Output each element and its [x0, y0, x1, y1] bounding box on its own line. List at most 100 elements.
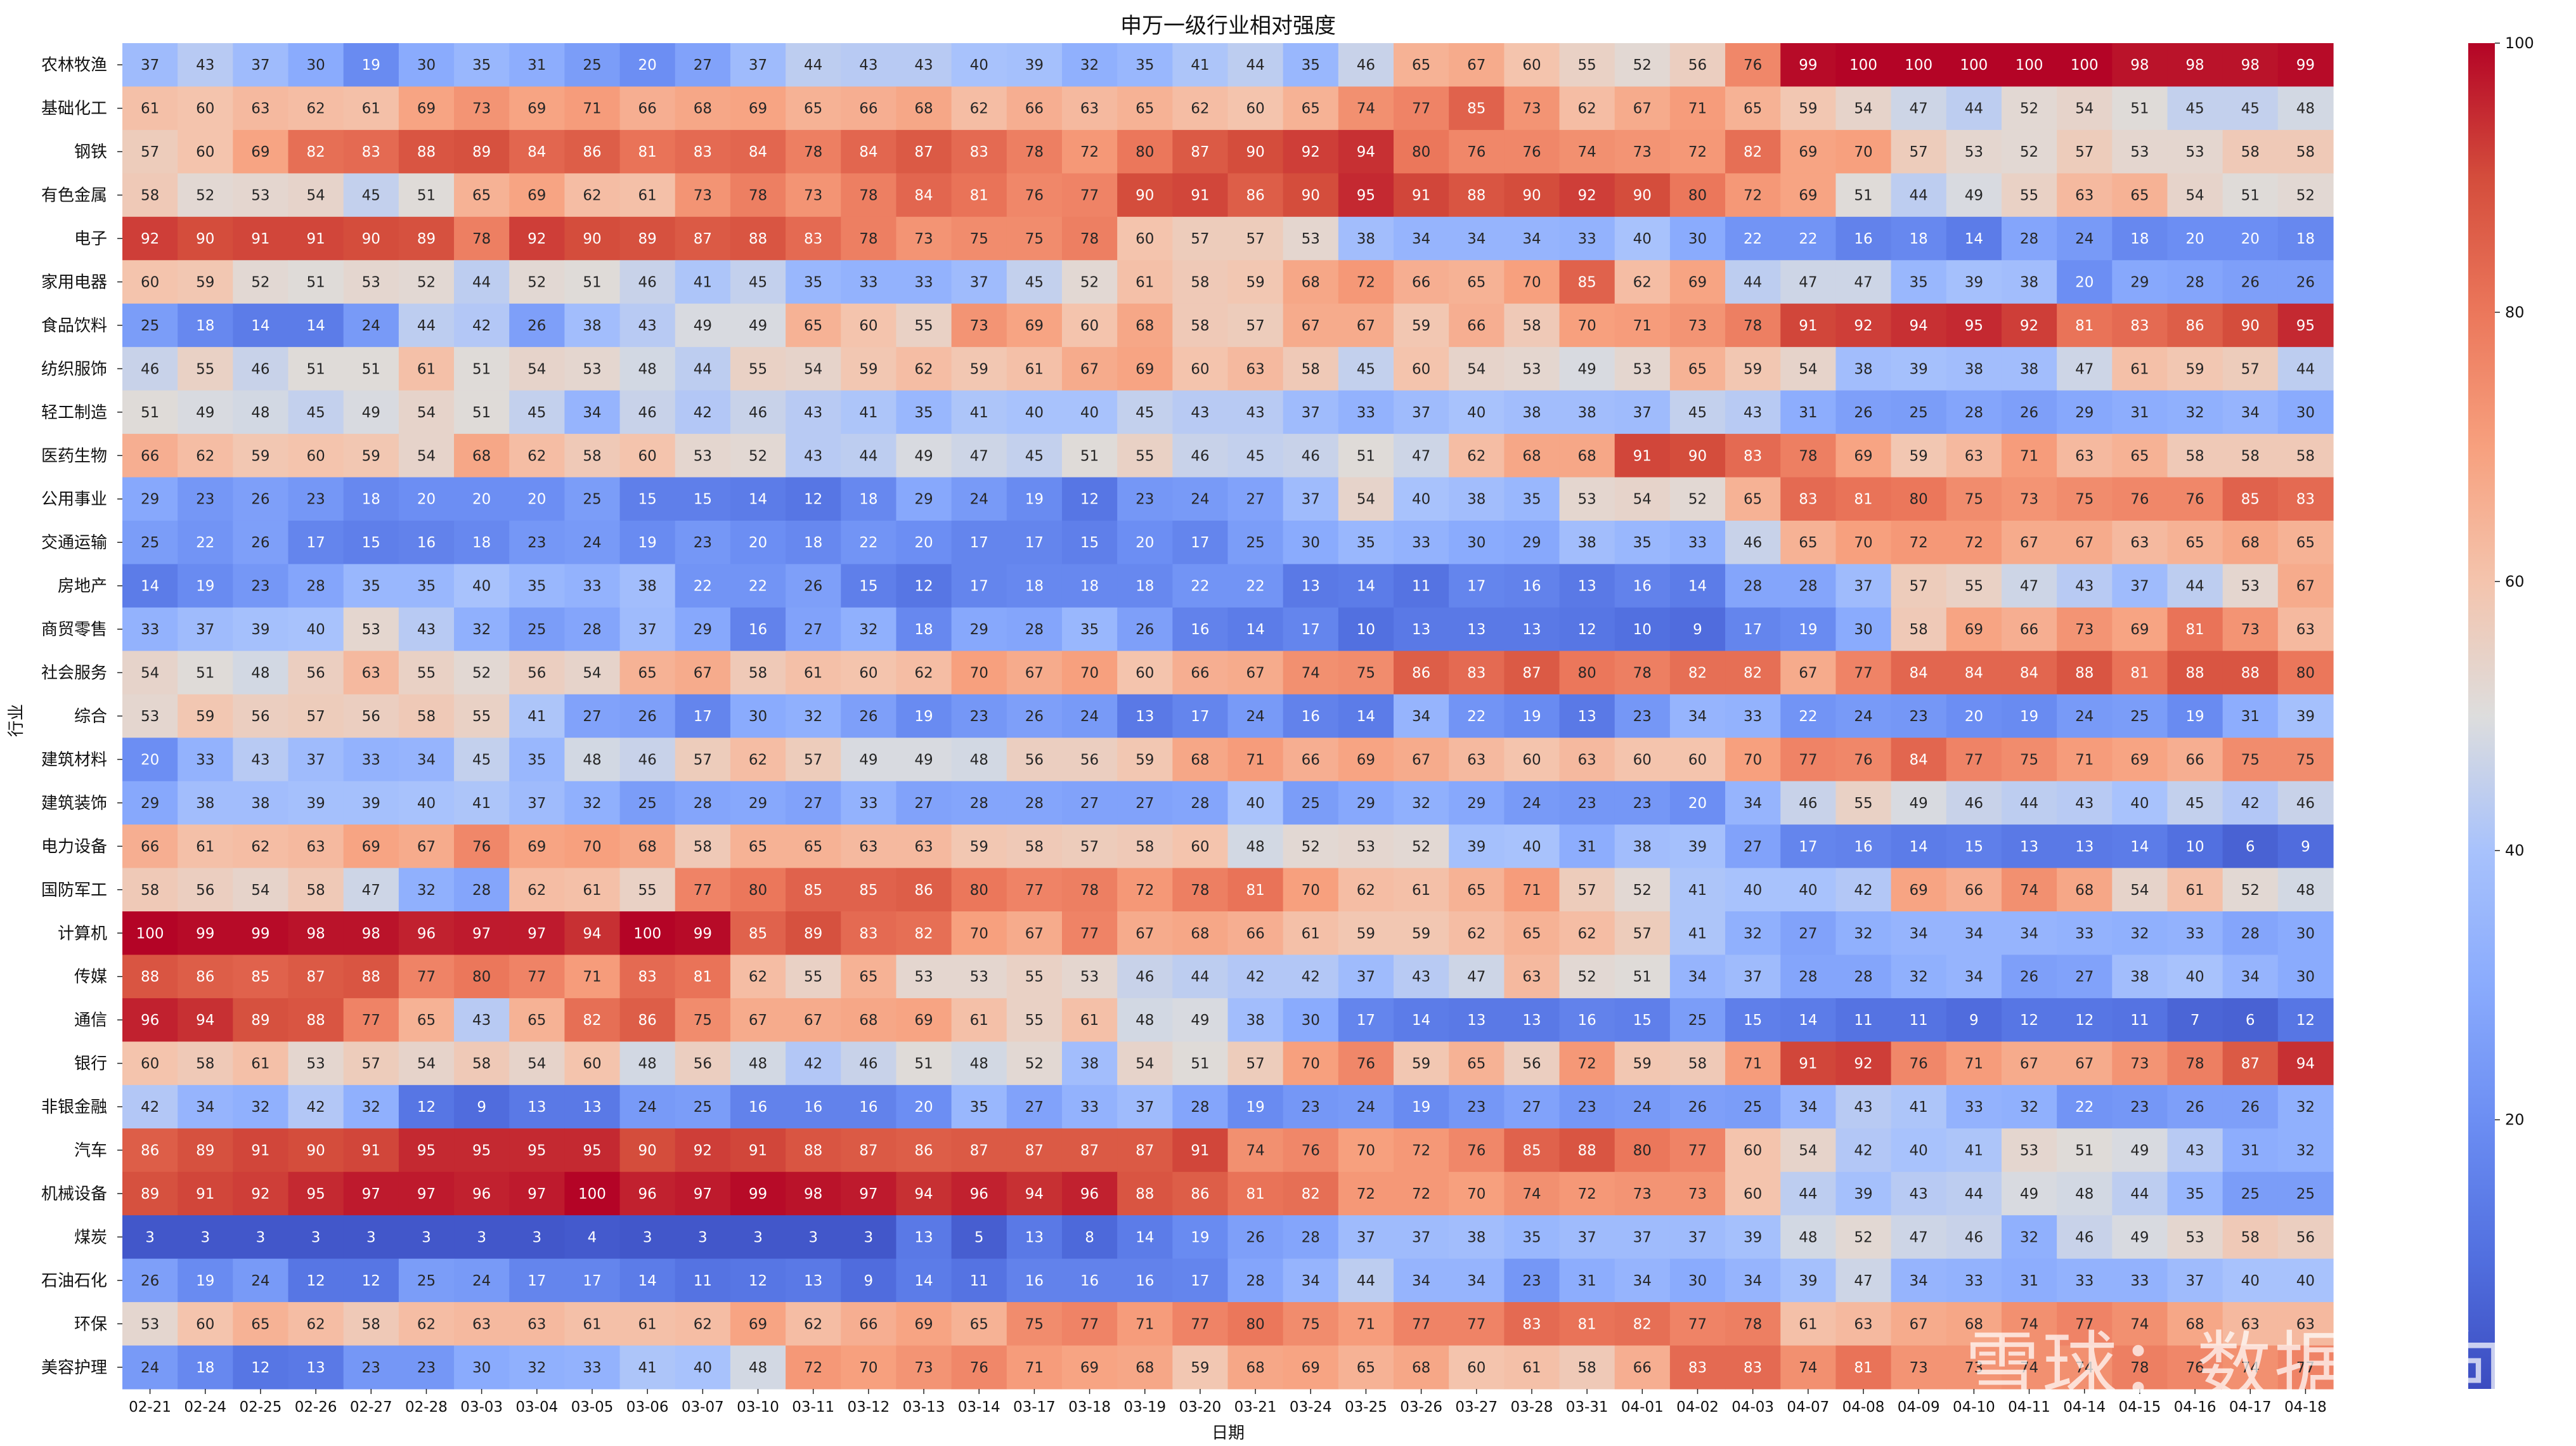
- heatmap-cell: [1172, 260, 1229, 304]
- heatmap-cell: [343, 216, 399, 261]
- heatmap-cell: [1338, 607, 1394, 651]
- cell-value-label: 14: [141, 578, 159, 595]
- heatmap-cell: [1891, 216, 1947, 261]
- heatmap-cell: [1283, 824, 1339, 869]
- heatmap-cell: [1394, 1084, 1449, 1129]
- cell-value-label: 54: [1136, 1056, 1154, 1072]
- y-tick-label: 钢铁: [74, 143, 107, 162]
- heatmap-cell: [2167, 738, 2223, 782]
- cell-value-label: 52: [2020, 101, 2038, 117]
- heatmap-cell: [1669, 129, 1726, 174]
- cell-value-label: 99: [1799, 57, 1817, 74]
- heatmap-cell: [1559, 911, 1615, 956]
- cell-value-label: 83: [1744, 1360, 1762, 1376]
- heatmap-cell: [1669, 1171, 1726, 1216]
- cell-value-label: 76: [1302, 1143, 1320, 1159]
- heatmap-cell: [1117, 1258, 1173, 1303]
- cell-value-label: 23: [306, 492, 325, 508]
- cell-value-label: 65: [1412, 57, 1430, 74]
- cell-value-label: 63: [1246, 361, 1264, 377]
- heatmap-cell: [1504, 607, 1560, 651]
- heatmap-cell: [2001, 303, 2057, 348]
- heatmap-cell: [896, 1041, 952, 1086]
- cell-value-label: 71: [1744, 1056, 1762, 1072]
- heatmap-cell: [675, 1128, 731, 1173]
- cell-value-label: 19: [2020, 708, 2038, 725]
- heatmap-cell: [1006, 1041, 1063, 1086]
- heatmap-cell: [122, 1215, 178, 1260]
- cell-value-label: 24: [1246, 708, 1264, 725]
- cell-value-label: 62: [1357, 882, 1375, 899]
- heatmap-cell: [1780, 564, 1837, 608]
- cell-value-label: 33: [1357, 405, 1375, 421]
- heatmap-cell: [619, 216, 676, 261]
- heatmap-cell: [1394, 1345, 1449, 1390]
- heatmap-cell: [786, 824, 841, 869]
- heatmap-cell: [509, 824, 565, 869]
- heatmap-cell: [564, 216, 621, 261]
- cell-value-label: 51: [141, 405, 159, 421]
- heatmap-cell: [1172, 781, 1229, 825]
- cell-value-label: 76: [472, 838, 491, 855]
- cell-value-label: 41: [1910, 1099, 1928, 1116]
- heatmap-cell: [1338, 303, 1394, 348]
- cell-value-label: 46: [638, 405, 657, 421]
- cell-value-label: 87: [1025, 1143, 1044, 1159]
- heatmap-cell: [122, 520, 178, 565]
- cell-value-label: 31: [1799, 405, 1817, 421]
- cell-value-label: 44: [417, 318, 436, 334]
- cell-value-label: 78: [749, 188, 767, 204]
- heatmap-cell: [2112, 86, 2168, 131]
- cell-value-label: 76: [1744, 57, 1762, 74]
- cell-value-label: 31: [2241, 708, 2260, 725]
- heatmap-cell: [1006, 781, 1063, 825]
- heatmap-cell: [1227, 260, 1284, 304]
- cell-value-label: 59: [970, 838, 988, 855]
- heatmap-cell: [1559, 694, 1615, 738]
- heatmap-cell: [675, 954, 731, 999]
- cell-value-label: 84: [1965, 665, 1983, 682]
- cell-value-label: 100: [633, 925, 661, 942]
- cell-value-label: 55: [417, 665, 436, 682]
- cell-value-label: 58: [1910, 622, 1928, 638]
- heatmap-cell: [2001, 868, 2057, 912]
- cell-value-label: 27: [1136, 795, 1154, 812]
- cell-value-label: 54: [1854, 101, 1872, 117]
- cell-value-label: 25: [583, 492, 601, 508]
- x-tick-label: 03-07: [682, 1399, 724, 1416]
- cell-value-label: 82: [1744, 665, 1762, 682]
- cell-value-label: 14: [749, 492, 767, 508]
- heatmap-cell: [1338, 1084, 1394, 1129]
- cell-value-label: 27: [1246, 492, 1264, 508]
- colorbar-gradient: [2468, 43, 2495, 1389]
- heatmap-cell: [1780, 868, 1837, 912]
- heatmap-cell: [1283, 216, 1339, 261]
- cell-value-label: 85: [251, 969, 269, 986]
- heatmap-cell: [2112, 1258, 2168, 1303]
- cell-value-label: 17: [1191, 708, 1209, 725]
- cell-value-label: 43: [196, 57, 214, 74]
- heatmap-cell: [2001, 694, 2057, 738]
- heatmap-cell: [896, 911, 952, 956]
- cell-value-label: 69: [914, 1316, 933, 1332]
- cell-value-label: 37: [1302, 492, 1320, 508]
- cell-value-label: 5: [974, 1229, 984, 1246]
- heatmap-cell: [1172, 1128, 1229, 1173]
- heatmap-cell: [1725, 347, 1781, 391]
- cell-value-label: 94: [914, 1186, 933, 1202]
- heatmap-cell: [398, 434, 455, 478]
- heatmap-cell: [1669, 824, 1726, 869]
- heatmap-cell: [1449, 1171, 1505, 1216]
- cell-value-label: 29: [1467, 795, 1485, 812]
- heatmap-cell: [2057, 86, 2113, 131]
- cell-value-label: 58: [2296, 144, 2315, 160]
- heatmap-cell: [1835, 824, 1892, 869]
- cell-value-label: 53: [1357, 838, 1375, 855]
- heatmap-cell: [1172, 1171, 1229, 1216]
- cell-value-label: 61: [2185, 882, 2204, 899]
- heatmap-cell: [1172, 1345, 1229, 1390]
- cell-value-label: 76: [1357, 1056, 1375, 1072]
- cell-value-label: 65: [527, 1012, 546, 1029]
- cell-value-label: 40: [1412, 492, 1430, 508]
- heatmap-cell: [1172, 1258, 1229, 1303]
